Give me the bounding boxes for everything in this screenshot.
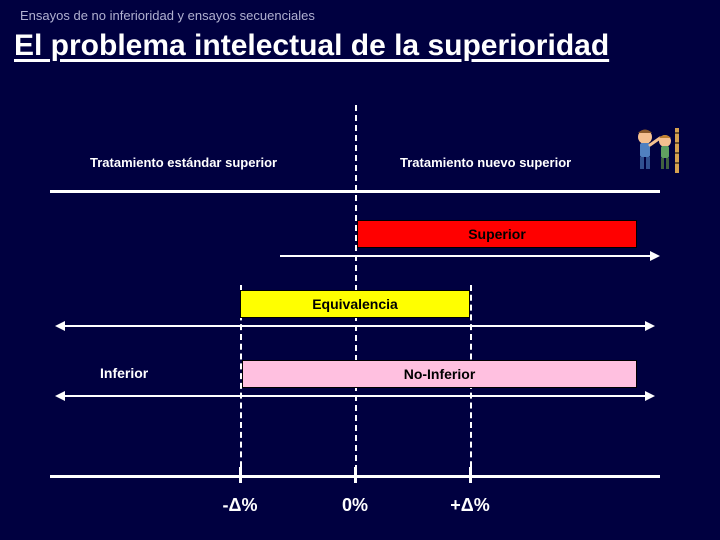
axis-label-zero: 0% [342,495,368,516]
inferior-arrow [65,395,645,397]
equiv-arrow-head-right [645,321,655,331]
superior-label: Superior [468,226,526,242]
superior-region: Superior [357,220,637,248]
tick-zero [354,467,357,483]
axis-label-minus-delta: -Δ% [223,495,258,516]
children-measuring-icon [630,123,700,178]
equiv-arrow-head-left [55,321,65,331]
equiv-arrow [65,325,645,327]
page-title: El problema intelectual de la superiorid… [0,27,720,63]
tick-plus-delta [469,467,472,483]
label-new-superior: Tratamiento nuevo superior [400,155,571,170]
breadcrumb: Ensayos de no inferioridad y ensayos sec… [0,0,720,27]
inferior-label: Inferior [100,365,148,381]
diagram-canvas: Tratamiento estándar superior Tratamient… [50,95,660,525]
inferior-arrow-head-left [55,391,65,401]
noinferior-label: No-Inferior [404,366,476,382]
tick-minus-delta [239,467,242,483]
noinferior-region: No-Inferior [242,360,637,388]
superior-arrow-head [650,251,660,261]
superior-arrow [280,255,655,257]
label-standard-superior: Tratamiento estándar superior [90,155,277,170]
equivalence-region: Equivalencia [240,290,470,318]
inferior-arrow-head-right [645,391,655,401]
axis-label-plus-delta: +Δ% [450,495,489,516]
equivalence-label: Equivalencia [312,296,398,312]
